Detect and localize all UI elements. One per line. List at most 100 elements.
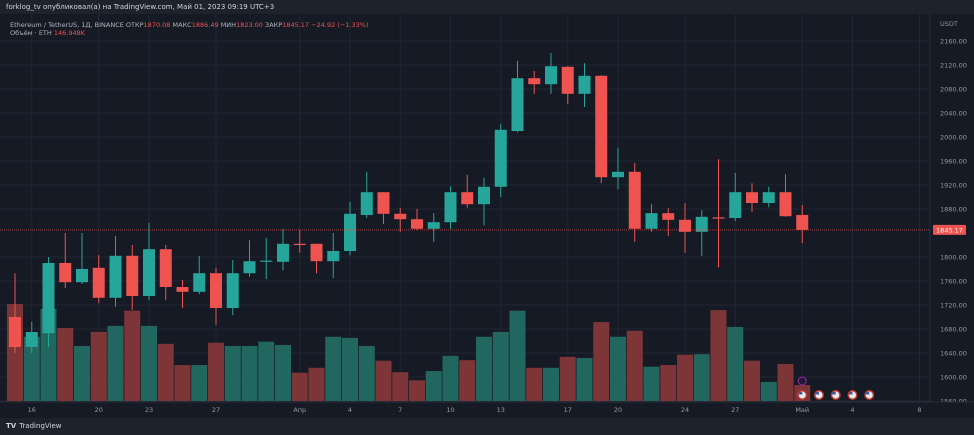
candle-body [126, 255, 139, 296]
x-tick-label: 4 [348, 406, 352, 414]
candle [277, 228, 289, 271]
volume-bar [409, 380, 425, 401]
volume-bar [57, 328, 74, 401]
candle [411, 209, 423, 230]
candle-body [478, 186, 490, 205]
candle-body [411, 219, 423, 229]
x-tick-label: 10 [446, 406, 454, 414]
high-label: МАКС [172, 21, 192, 29]
volume-bar [626, 330, 643, 401]
candle [226, 260, 239, 316]
candle [746, 183, 758, 212]
candle [494, 123, 507, 197]
candle-body [92, 267, 105, 298]
candle [595, 75, 608, 184]
candle-body [377, 192, 390, 214]
y-tick-label: 2080.00 [940, 86, 967, 94]
volume-bar [291, 372, 308, 401]
candle [76, 233, 88, 284]
flag-canton [815, 392, 819, 395]
candle-body [59, 263, 72, 283]
candle [92, 255, 105, 304]
symbol-label[interactable]: Ethereum / TetherUS, 1Д, BINANCE [10, 21, 124, 29]
volume-legend: Объём · ETH 146.948K [10, 29, 85, 37]
candle-body [779, 192, 792, 217]
x-tick-label: Май [795, 406, 809, 414]
candle-body [729, 192, 742, 218]
candle [695, 210, 708, 256]
volume-label: Объём · ETH [10, 29, 52, 37]
us-flag-event-icon[interactable] [797, 390, 808, 400]
candle-body [310, 243, 323, 262]
us-flag-event-icon[interactable] [830, 390, 841, 400]
volume-bar [643, 366, 660, 401]
last-price-badge [933, 224, 966, 235]
us-flag-event-icon[interactable] [864, 390, 875, 400]
close-label: ЗАКР [265, 21, 283, 29]
candle-body [545, 66, 557, 85]
candle-body [109, 255, 122, 298]
flag-canton [865, 392, 870, 395]
y-tick-label: 1680.00 [940, 326, 967, 334]
tradingview-logo-icon[interactable]: TV [6, 422, 17, 430]
candle [796, 205, 809, 244]
candle [25, 321, 38, 353]
flag-canton [849, 392, 853, 395]
candle [461, 174, 474, 208]
lightning-event-icon [797, 376, 807, 386]
x-tick-label: 7 [398, 406, 402, 414]
y-tick-label: 1760.00 [940, 278, 967, 286]
volume-bar [392, 372, 409, 401]
flag-canton [798, 392, 803, 395]
y-tick-label: 1640.00 [940, 350, 967, 358]
y-tick-label: 2000.00 [940, 134, 967, 142]
x-tick-label: 23 [145, 406, 153, 414]
y-tick-label: 2160.00 [940, 38, 967, 46]
volume-bar [342, 337, 358, 401]
y-tick-label: 2040.00 [940, 110, 967, 118]
candle [545, 53, 557, 94]
x-tick-label: 8 [917, 406, 921, 414]
candle [176, 279, 189, 308]
candle [293, 230, 306, 253]
candle-body [327, 251, 340, 262]
currency-label: USDT [940, 20, 958, 28]
us-flag-event-icon[interactable] [814, 390, 824, 400]
candle-body [394, 213, 407, 220]
volume-bar [258, 341, 275, 401]
footer: TV TradingView [0, 418, 974, 435]
candle-body [612, 171, 624, 178]
candle [528, 71, 541, 94]
candle-body [796, 214, 809, 230]
candle [679, 203, 691, 253]
candle [377, 192, 390, 224]
price-chart[interactable]: 2160.00 2120.00 2080.00 2040.00 2000.00 1960.… [0, 14, 974, 418]
ohlc-legend: Ethereum / TetherUS, 1Д, BINANCE ОТКР187… [10, 21, 368, 29]
x-tick-label: 4 [850, 406, 854, 414]
y-tick-label: 1720.00 [940, 302, 967, 310]
candle-body [746, 192, 758, 203]
volume-bar [208, 342, 224, 401]
candle [159, 245, 172, 301]
candle-body [511, 78, 524, 131]
volume-value: 146.948K [53, 29, 86, 37]
y-tick-label: 1920.00 [940, 182, 967, 190]
publish-info: forklog_tv опубликовал(а) на TradingView… [6, 3, 275, 11]
candle [779, 174, 792, 217]
volume-bar [74, 346, 90, 401]
us-flag-event-icon[interactable] [847, 390, 858, 400]
candle-body [561, 66, 574, 94]
candle-body [645, 213, 658, 229]
volume-bar [157, 343, 174, 401]
time-axis [0, 402, 974, 418]
close-value: 1845.17 [282, 21, 310, 29]
x-tick-label: 13 [497, 406, 505, 414]
volume-bar [107, 325, 124, 401]
volume-bar [459, 360, 476, 401]
candle [344, 201, 356, 256]
candle [561, 66, 574, 104]
volume-bar [677, 354, 693, 401]
volume-bar [308, 367, 325, 401]
volume-bar [760, 381, 777, 401]
chart-pane[interactable]: 2160.00 2120.00 2080.00 2040.00 2000.00 1960.… [0, 14, 974, 418]
